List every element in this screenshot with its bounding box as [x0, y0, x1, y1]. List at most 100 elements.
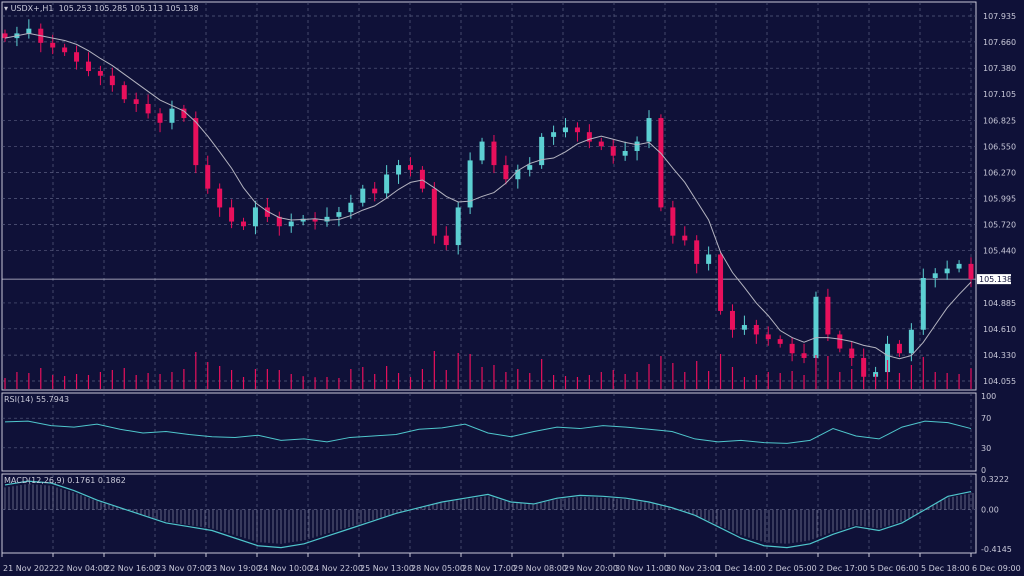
symbol-label: USDX+,H1 — [10, 4, 54, 13]
x-tick-label: 25 Nov 13:00 — [360, 564, 414, 573]
candle-body — [586, 132, 592, 142]
candle-body — [610, 146, 616, 156]
candle-body — [479, 141, 485, 161]
rsi-tick-label: 30 — [981, 444, 991, 453]
candle-body — [801, 353, 807, 358]
macd-panel-frame — [1, 473, 977, 554]
candle-body — [574, 127, 580, 133]
candle-body — [837, 334, 843, 349]
candle-body — [62, 47, 68, 53]
x-tick-label: 6 Dec 09:00 — [972, 564, 1021, 573]
candle-body — [968, 263, 974, 280]
candle-body — [252, 207, 258, 227]
candle-body — [336, 212, 342, 217]
candle-body — [229, 207, 235, 222]
moving-average-line — [4, 32, 972, 360]
y-tick-label: 106.550 — [983, 142, 1016, 151]
candle-body — [932, 273, 938, 278]
candle-body — [74, 52, 80, 62]
rsi-panel-frame — [1, 392, 977, 472]
x-tick-label: 23 Nov 07:00 — [156, 564, 210, 573]
candle-body — [419, 169, 425, 189]
candle-body — [324, 216, 330, 222]
macd-tick-label: 0.00 — [981, 506, 999, 515]
candle-body — [503, 165, 509, 180]
candle-body — [491, 141, 497, 166]
rsi-tick-label: 0 — [981, 466, 986, 475]
candle-body — [551, 132, 557, 137]
macd-title: MACD(12,26,9) 0.1761 0.1862 — [4, 476, 126, 485]
candle-body — [777, 339, 783, 344]
x-tick-label: 29 Nov 20:00 — [564, 564, 618, 573]
candle-body — [920, 277, 926, 330]
y-tick-label: 104.885 — [983, 299, 1016, 308]
candle-body — [455, 207, 461, 246]
current-price-tag — [977, 274, 1011, 285]
y-tick-label: 105.995 — [983, 195, 1016, 204]
candle-body — [718, 254, 724, 311]
candle-body — [2, 33, 8, 39]
y-tick-label: 107.380 — [983, 64, 1016, 73]
macd-tick-label: -0.4145 — [981, 545, 1012, 554]
x-tick-label: 30 Nov 11:00 — [615, 564, 669, 573]
candle-body — [908, 329, 914, 354]
candle-body — [741, 325, 747, 330]
candle-body — [276, 216, 282, 227]
candle-body — [658, 118, 664, 208]
candle-body — [515, 169, 521, 180]
rsi-title: RSI(14) 55.7943 — [4, 395, 70, 404]
symbol-header: ▾ USDX+,H1 105.253 105.285 105.113 105.1… — [4, 4, 199, 13]
candle-body — [956, 263, 962, 269]
dropdown-triangle-icon[interactable]: ▾ — [4, 4, 9, 13]
candle-body — [670, 207, 676, 236]
y-tick-label: 104.610 — [983, 325, 1016, 334]
candle-body — [372, 188, 378, 194]
candle-body — [467, 160, 473, 208]
rsi-line — [4, 420, 972, 444]
x-tick-label: 30 Nov 23:00 — [666, 564, 720, 573]
y-tick-label: 107.660 — [983, 38, 1016, 47]
candle-body — [646, 118, 652, 142]
x-tick-label: 23 Nov 19:00 — [207, 564, 261, 573]
y-tick-label: 106.825 — [983, 116, 1016, 125]
candle-body — [360, 188, 366, 203]
candle-body — [527, 165, 533, 170]
candle-body — [706, 254, 712, 264]
candle-body — [109, 75, 115, 86]
x-tick-label: 1 Dec 14:00 — [717, 564, 766, 573]
candle-body — [264, 207, 270, 217]
x-tick-label: 24 Nov 10:00 — [258, 564, 312, 573]
candle-body — [145, 103, 151, 114]
x-tick-label: 5 Dec 06:00 — [870, 564, 919, 573]
rsi-tick-label: 70 — [981, 414, 991, 423]
candle-body — [682, 235, 688, 241]
y-tick-label: 107.935 — [983, 12, 1016, 21]
x-tick-label: 2 Dec 17:00 — [819, 564, 868, 573]
candle-body — [753, 325, 759, 335]
candle-body — [205, 165, 211, 189]
x-tick-label: 2 Dec 05:00 — [768, 564, 817, 573]
candle-body — [598, 141, 604, 147]
candle-body — [300, 218, 306, 222]
candle-body — [97, 71, 103, 76]
candle-body — [849, 348, 855, 358]
candle-body — [407, 165, 413, 170]
candle-body — [193, 118, 199, 166]
candle-body — [181, 108, 187, 119]
candle-body — [885, 343, 891, 373]
candle-body — [26, 28, 32, 34]
ohlc-values: 105.253 105.285 105.113 105.138 — [58, 4, 199, 13]
rsi-tick-label: 100 — [981, 392, 996, 401]
macd-signal-line — [4, 480, 972, 549]
y-tick-label: 105.720 — [983, 220, 1016, 229]
candle-body — [217, 188, 223, 208]
x-tick-label: 29 Nov 08:00 — [513, 564, 567, 573]
candle-body — [312, 218, 318, 222]
candle-body — [431, 188, 437, 236]
candle-body — [443, 235, 449, 246]
x-tick-label: 28 Nov 17:00 — [462, 564, 516, 573]
candle-body — [634, 141, 640, 151]
candle-body — [896, 343, 902, 354]
candle-body — [944, 268, 950, 274]
